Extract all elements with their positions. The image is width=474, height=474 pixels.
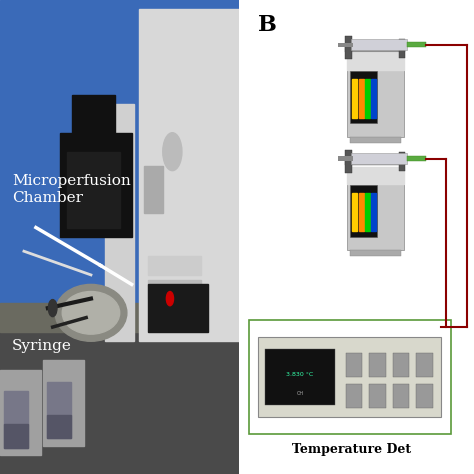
Bar (350, 71, 377, 123)
Bar (338, 43, 353, 47)
Bar (4, 391, 27, 448)
Bar (371, 79, 376, 118)
Bar (346, 384, 363, 408)
Text: CH: CH (296, 392, 303, 396)
Bar (72, 95, 115, 152)
Bar (416, 384, 433, 408)
Bar (265, 349, 335, 405)
Bar (353, 79, 357, 118)
Bar (258, 337, 441, 417)
Bar (338, 156, 353, 161)
Ellipse shape (55, 284, 127, 341)
Bar (60, 133, 132, 237)
Text: 3.830 °C: 3.830 °C (286, 372, 314, 377)
Bar (359, 193, 364, 231)
Bar (399, 153, 405, 172)
Bar (0, 370, 41, 455)
Bar (347, 53, 403, 70)
Bar (353, 193, 357, 231)
Bar (365, 79, 370, 118)
Bar (371, 193, 376, 231)
Bar (0, 0, 239, 322)
Bar (105, 104, 134, 341)
Bar (346, 353, 363, 377)
Text: Microperfusion
Chamber: Microperfusion Chamber (12, 174, 131, 205)
Bar (347, 167, 403, 183)
Bar (393, 353, 410, 377)
Bar (393, 384, 410, 408)
Bar (144, 166, 163, 213)
Bar (350, 185, 377, 237)
Bar (369, 353, 386, 377)
Bar (347, 167, 403, 250)
Bar (67, 152, 119, 228)
Ellipse shape (62, 292, 119, 334)
Bar (0, 303, 239, 332)
Bar (351, 153, 407, 164)
Bar (46, 415, 71, 438)
Bar (407, 42, 426, 47)
Bar (139, 9, 239, 341)
Bar (407, 156, 426, 161)
Circle shape (163, 133, 182, 171)
Bar (346, 150, 352, 173)
Text: Temperature Det: Temperature Det (292, 443, 411, 456)
Bar (249, 320, 450, 434)
Bar (369, 384, 386, 408)
Bar (350, 137, 401, 143)
Bar (365, 193, 370, 231)
Circle shape (48, 300, 57, 317)
Bar (359, 79, 364, 118)
Bar (346, 158, 405, 165)
Bar (346, 44, 405, 52)
Bar (46, 382, 71, 438)
Bar (399, 39, 405, 58)
Bar (43, 360, 84, 446)
Bar (4, 424, 27, 448)
Bar (347, 53, 403, 137)
Bar (416, 353, 433, 377)
Text: B: B (258, 14, 277, 36)
Text: Syringe: Syringe (12, 339, 72, 353)
Bar (351, 39, 407, 50)
Bar (0, 308, 239, 474)
Bar (346, 36, 352, 59)
Bar (350, 250, 401, 256)
Circle shape (166, 292, 173, 306)
Bar (148, 256, 201, 275)
Bar (148, 284, 208, 332)
Bar (148, 280, 201, 299)
